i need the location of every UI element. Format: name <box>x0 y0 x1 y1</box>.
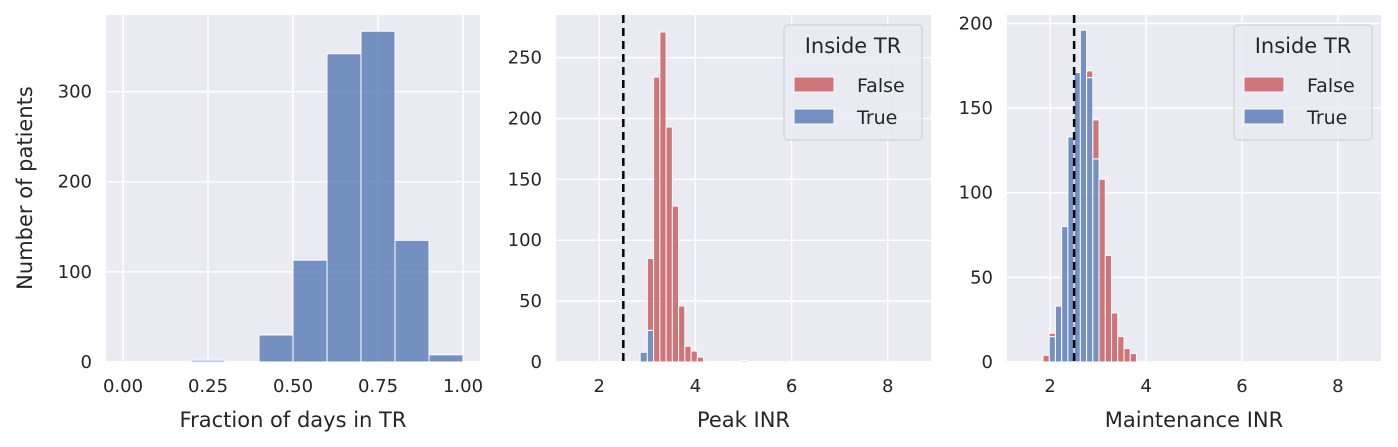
bar-false-5 <box>665 126 673 363</box>
y-tick-label: 50 <box>519 291 542 312</box>
x-tick-label: 6 <box>786 376 797 397</box>
legend-label-true: True <box>856 107 897 129</box>
legend-swatch-false <box>793 76 835 93</box>
bar-false-4 <box>659 31 667 363</box>
bar-true-7 <box>1079 29 1088 363</box>
x-axis-label: Peak INR <box>697 408 790 432</box>
bar-false-10 <box>696 356 705 363</box>
y-tick-label: 200 <box>58 172 92 193</box>
legend-swatch-false <box>1243 76 1285 93</box>
bar-count-6 <box>360 30 396 363</box>
bar-true-4 <box>1061 226 1069 363</box>
x-axis-label: Fraction of days in TR <box>180 408 407 432</box>
legend: Inside TR False True <box>1233 24 1373 141</box>
y-tick-label: 0 <box>982 352 993 373</box>
bar-true-8 <box>1086 77 1094 363</box>
y-tick-label: 100 <box>58 262 92 283</box>
y-tick-label: 0 <box>81 352 92 373</box>
x-tick-label: 4 <box>1140 376 1151 397</box>
y-tick-label: 200 <box>959 13 993 34</box>
bar-count-4 <box>292 259 328 363</box>
x-tick-label: 6 <box>1236 376 1247 397</box>
bar-false-11 <box>740 360 748 363</box>
bar-false-2 <box>646 258 655 331</box>
y-tick-label: 100 <box>508 230 542 251</box>
y-tick-label: 250 <box>508 48 542 69</box>
bar-true-3 <box>1054 305 1063 363</box>
bar-count-5 <box>326 53 362 363</box>
chart-panel-2: 2 4 6 8 0 50 100 150 200 250 Peak INR Inside TR Fals… <box>508 15 931 432</box>
y-tick-label: 150 <box>959 98 993 119</box>
legend-label-false: False <box>857 75 905 97</box>
x-tick-label: 0.00 <box>103 376 143 397</box>
bar-false-6 <box>671 205 680 363</box>
y-axis-label: Number of patients <box>13 86 37 290</box>
bar-false-15 <box>1129 353 1137 363</box>
x-tick-label: 2 <box>1044 376 1055 397</box>
y-tick-label: 300 <box>58 82 92 103</box>
legend-label-true: True <box>1306 107 1347 129</box>
bar-false-8 <box>684 345 692 363</box>
bar-count-1 <box>190 359 226 363</box>
bar-false-13 <box>1117 336 1125 363</box>
bar-false-1 <box>1042 354 1050 363</box>
y-tick-label: 200 <box>508 108 542 129</box>
bar-true-9 <box>1092 158 1100 363</box>
bar-false-3 <box>653 76 661 363</box>
legend-swatch-true <box>1243 108 1285 125</box>
x-tick-label: 8 <box>1332 376 1343 397</box>
bar-false-9 <box>690 350 698 363</box>
bar-false-11 <box>1104 254 1113 363</box>
bar-count-8 <box>428 354 464 363</box>
x-tick-label: 0.50 <box>273 376 313 397</box>
legend-title: Inside TR <box>805 34 902 58</box>
x-tick-label: 0.75 <box>358 376 398 397</box>
bar-false-12 <box>1111 312 1119 363</box>
bar-false-7 <box>678 305 686 363</box>
y-tick-label: 150 <box>508 169 542 190</box>
x-tick-label: 1.00 <box>443 376 483 397</box>
legend-label-false: False <box>1307 75 1355 97</box>
legend-title: Inside TR <box>1255 34 1352 58</box>
x-axis-label: Maintenance INR <box>1105 408 1283 432</box>
legend: Inside TR False True <box>783 24 923 141</box>
bar-true-2 <box>646 329 655 363</box>
legend-swatch-true <box>793 108 835 125</box>
x-tick-label: 2 <box>594 376 605 397</box>
y-tick-label: 50 <box>970 267 993 288</box>
x-tick-label: 0.25 <box>188 376 228 397</box>
bar-count-3 <box>258 334 294 363</box>
x-tick-label: 4 <box>690 376 701 397</box>
bar-false-14 <box>1123 347 1131 363</box>
bar-false-2 <box>1048 332 1056 338</box>
bar-true-1 <box>639 351 648 363</box>
bar-false-10 <box>1098 178 1106 363</box>
x-tick-label: 8 <box>882 376 893 397</box>
chart-panel-1: 0.00 0.25 0.50 0.75 1.00 0 100 200 300 Fraction o… <box>13 15 483 432</box>
y-tick-label: 0 <box>531 352 542 373</box>
bar-false-8 <box>1086 70 1094 79</box>
bar-false-9 <box>1092 119 1100 160</box>
y-tick-label: 100 <box>959 183 993 204</box>
bar-count-7 <box>394 239 430 363</box>
bar-true-2 <box>1048 336 1056 363</box>
chart-panel-3: 2 4 6 8 0 50 100 150 200 Maintenance INR Inside TR… <box>959 13 1381 432</box>
